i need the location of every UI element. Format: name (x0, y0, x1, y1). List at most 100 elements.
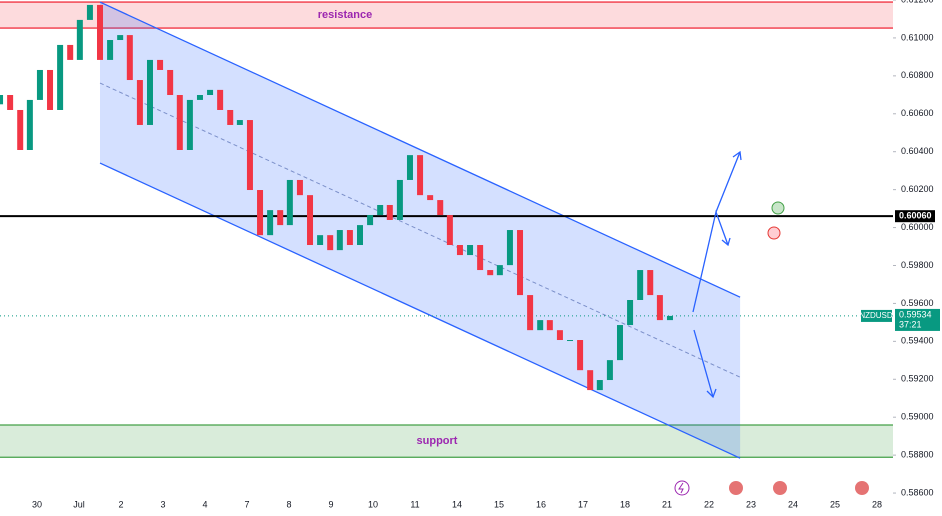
candle-body (666, 315, 673, 321)
candle-body (596, 380, 603, 391)
candle-body (627, 300, 634, 326)
candle-body (257, 190, 264, 236)
support-label: support (417, 435, 458, 447)
y-tick-label: 0.60000 (901, 222, 934, 232)
y-tick-label: 0.61200 (901, 0, 934, 4)
x-tick-label: 3 (161, 499, 166, 509)
x-tick-label: 2 (118, 499, 123, 509)
y-tick-label: 0.59200 (901, 374, 934, 384)
x-tick-label: 28 (872, 499, 882, 509)
y-tick-label: 0.60600 (901, 108, 934, 118)
symbol-tag-text: NZDUSD (859, 311, 893, 320)
candle-body (527, 295, 534, 331)
signal-circle (767, 226, 781, 240)
candle-body (217, 89, 224, 110)
candle-body (57, 44, 64, 110)
candle-body (186, 99, 193, 151)
projection-arrows (692, 150, 742, 399)
candle-body (606, 360, 613, 381)
countdown-text: 37:21 (899, 319, 922, 329)
x-tick-label: Jul (73, 499, 85, 509)
event-icon[interactable] (773, 481, 787, 495)
candle-body (386, 204, 393, 220)
event-icon[interactable] (729, 481, 743, 495)
signal-circle (771, 201, 785, 215)
arrow-head (706, 388, 717, 399)
candle-body (207, 89, 214, 96)
event-icon[interactable] (674, 480, 690, 496)
candle-body (336, 230, 343, 251)
candle-body (317, 235, 324, 246)
y-tick-label: 0.59400 (901, 336, 934, 346)
x-tick-label: 24 (788, 499, 798, 509)
y-tick-label: 0.60400 (901, 146, 934, 156)
symbol-tag (861, 309, 892, 322)
candle-body (477, 245, 484, 271)
event-icons[interactable] (674, 480, 869, 496)
candle-body (467, 245, 474, 256)
candle-body (456, 245, 463, 256)
candle-body (556, 330, 563, 341)
resistance-zone (0, 2, 893, 29)
candle-body (616, 325, 623, 361)
y-tick-label: 0.59600 (901, 298, 934, 308)
y-tick-label: 0.58600 (901, 487, 934, 497)
candle-body (396, 179, 403, 220)
x-tick-label: 4 (203, 499, 208, 509)
event-icon[interactable] (855, 481, 869, 495)
support-zone (0, 424, 893, 458)
candle-body (567, 340, 574, 342)
candle-body (427, 195, 434, 201)
resistance-label: resistance (318, 9, 372, 21)
candle-body (446, 215, 453, 246)
y-tick-label: 0.58800 (901, 450, 934, 460)
x-tick-label: 7 (245, 499, 250, 509)
candle-body (126, 35, 133, 81)
y-tick-label: 0.59000 (901, 412, 934, 422)
candle-body (117, 35, 124, 41)
candle-body (307, 195, 314, 246)
x-tick-label: 9 (329, 499, 334, 509)
candle-body (26, 99, 33, 151)
candle-body (417, 155, 424, 196)
candle-body (267, 210, 274, 236)
y-tick-label: 0.60800 (901, 70, 934, 80)
candle-body (437, 200, 444, 216)
candle-body (406, 155, 413, 180)
y-tick-label: 0.59800 (901, 260, 934, 270)
candle-body (176, 95, 183, 151)
candle-body (76, 19, 83, 60)
candle-body (136, 80, 143, 125)
channel-lower (99, 162, 741, 459)
candle-body (487, 270, 494, 276)
x-tick-label: 14 (452, 499, 462, 509)
candle-body (587, 370, 594, 391)
channel-upper (99, 1, 741, 298)
price-tag (895, 308, 940, 331)
candle-body (107, 40, 114, 60)
candle-body (637, 270, 644, 301)
candle-body (97, 4, 104, 60)
candle-body (577, 340, 584, 371)
x-tick-label: 8 (287, 499, 292, 509)
x-tick-label: 18 (620, 499, 630, 509)
y-tick-label: 0.60200 (901, 184, 934, 194)
price-axis (893, 0, 942, 516)
candle-body (167, 69, 174, 96)
level-tag-text: 0.60060 (899, 211, 932, 221)
y-tick-label: 0.61000 (901, 32, 934, 42)
candle-body (496, 265, 503, 276)
candle-body (196, 95, 203, 100)
candle-body (656, 295, 663, 321)
x-tick-label: 21 (662, 499, 672, 509)
candle-body (227, 109, 234, 125)
x-tick-label: 10 (368, 499, 378, 509)
candle-body (146, 59, 153, 125)
candle-body (346, 230, 353, 246)
candle-body (296, 179, 303, 196)
candle-body (67, 44, 74, 60)
candle-body (277, 210, 284, 226)
candle-body (0, 95, 4, 105)
